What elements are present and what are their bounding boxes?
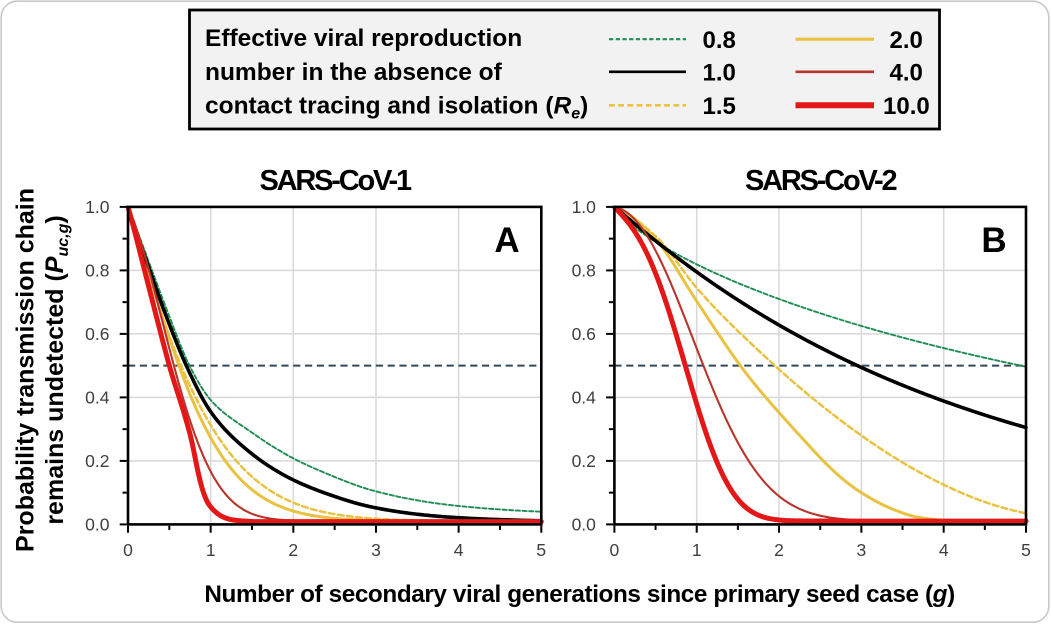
svg-text:3: 3 bbox=[857, 540, 867, 560]
svg-text:3: 3 bbox=[371, 540, 381, 560]
svg-text:0: 0 bbox=[123, 540, 133, 560]
svg-text:0: 0 bbox=[610, 540, 620, 560]
svg-text:0.8: 0.8 bbox=[572, 261, 596, 281]
svg-text:number in the absence of: number in the absence of bbox=[205, 59, 503, 86]
svg-text:0.6: 0.6 bbox=[572, 324, 596, 344]
svg-text:0.8: 0.8 bbox=[85, 261, 109, 281]
svg-text:A: A bbox=[494, 221, 519, 260]
svg-text:0.2: 0.2 bbox=[85, 451, 109, 471]
svg-text:Probability transmission chain: Probability transmission chain bbox=[12, 188, 40, 552]
svg-text:contact tracing and isolation: contact tracing and isolation (Re) bbox=[205, 92, 588, 122]
svg-text:1.0: 1.0 bbox=[85, 197, 110, 217]
svg-text:10.0: 10.0 bbox=[883, 93, 930, 120]
svg-text:2: 2 bbox=[774, 540, 784, 560]
svg-text:0.0: 0.0 bbox=[572, 515, 597, 535]
svg-text:2: 2 bbox=[288, 540, 298, 560]
svg-text:4.0: 4.0 bbox=[890, 59, 923, 86]
svg-text:0.4: 0.4 bbox=[572, 388, 597, 408]
svg-text:0.4: 0.4 bbox=[85, 388, 110, 408]
svg-text:5: 5 bbox=[536, 540, 546, 560]
svg-text:Effective viral reproduction: Effective viral reproduction bbox=[205, 25, 522, 52]
svg-text:4: 4 bbox=[939, 540, 949, 560]
svg-text:1: 1 bbox=[692, 540, 702, 560]
svg-text:0.0: 0.0 bbox=[85, 515, 110, 535]
svg-text:0.2: 0.2 bbox=[572, 451, 596, 471]
svg-text:1.0: 1.0 bbox=[703, 59, 736, 86]
svg-text:SARS-CoV-1: SARS-CoV-1 bbox=[259, 165, 411, 197]
svg-text:SARS-CoV-2: SARS-CoV-2 bbox=[745, 165, 896, 197]
svg-text:4: 4 bbox=[454, 540, 464, 560]
svg-text:B: B bbox=[981, 221, 1006, 260]
svg-text:5: 5 bbox=[1021, 540, 1031, 560]
svg-text:1.5: 1.5 bbox=[703, 93, 736, 120]
svg-text:1.0: 1.0 bbox=[572, 197, 597, 217]
svg-text:remains undetected (Puc,g): remains undetected (Puc,g) bbox=[41, 215, 72, 524]
svg-text:1: 1 bbox=[206, 540, 216, 560]
svg-text:Number of secondary viral gene: Number of secondary viral generations si… bbox=[204, 581, 954, 608]
svg-text:0.8: 0.8 bbox=[703, 27, 736, 54]
svg-text:2.0: 2.0 bbox=[890, 27, 923, 54]
svg-text:0.6: 0.6 bbox=[85, 324, 109, 344]
